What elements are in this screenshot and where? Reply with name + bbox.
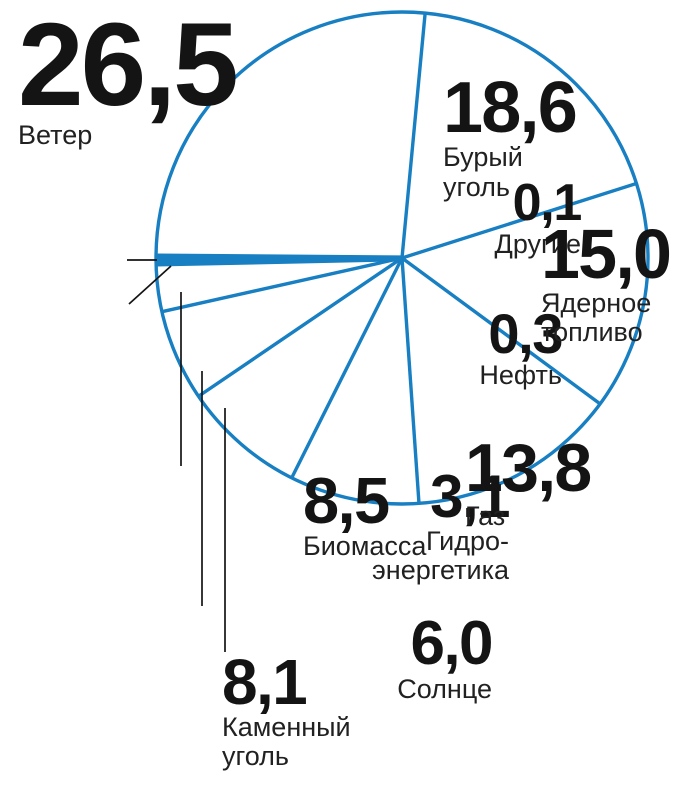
- slice-boundary-8: [401, 181, 637, 260]
- slice-boundary-3: [161, 256, 403, 314]
- slice-boundary-9: [400, 12, 427, 259]
- slice-boundary-5: [290, 257, 404, 479]
- leader-line-1: [128, 265, 172, 305]
- slice-boundary-7: [400, 256, 602, 406]
- highlight-band: [157, 253, 401, 267]
- slice-boundary-6: [400, 257, 421, 504]
- slice-boundary-4: [197, 256, 403, 398]
